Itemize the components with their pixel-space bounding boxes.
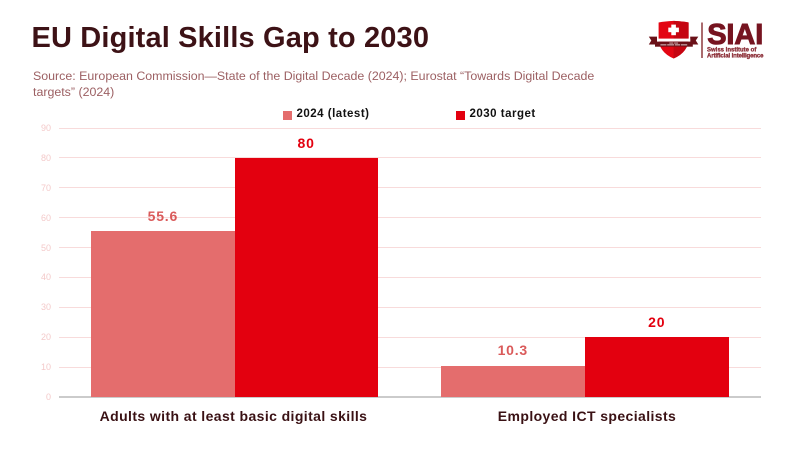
svg-text:SIAI: SIAI bbox=[707, 19, 763, 51]
svg-text:Artificial Intelligence: Artificial Intelligence bbox=[707, 54, 764, 60]
svg-text:Swiss Institute of: Swiss Institute of bbox=[707, 48, 757, 54]
